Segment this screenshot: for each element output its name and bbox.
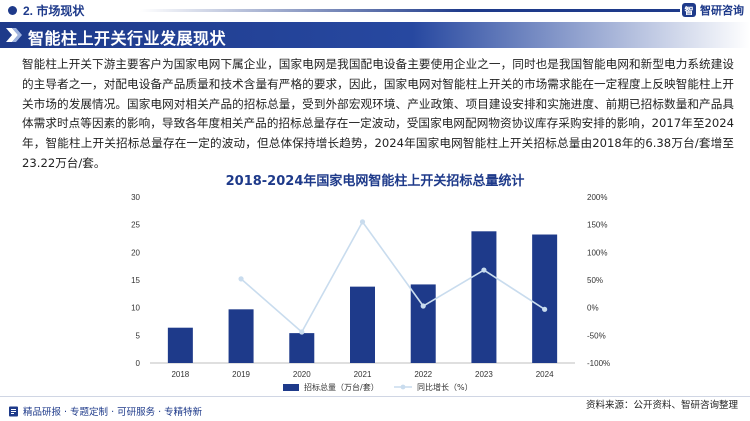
- chevron-right-icon: [6, 28, 22, 42]
- x-tick-label: 2021: [354, 370, 372, 379]
- data-source: 资料来源：公开资料、智研咨询整理: [585, 400, 738, 411]
- bar: [532, 234, 558, 363]
- bar-line-chart: 0 5 10 15 20 25 30 -100% -50% 0% 50% 100% 150% 200% 20…: [131, 193, 610, 392]
- legend-line-label: 同比增长（%）: [417, 382, 473, 392]
- bar: [471, 231, 497, 363]
- y-tick-label: 0: [136, 359, 141, 368]
- growth-point: [420, 303, 426, 309]
- x-tick-label: 2018: [171, 370, 189, 379]
- chart-title: 2018-2024年国家电网智能柱上开关招标总量统计: [225, 174, 525, 189]
- bar: [289, 333, 315, 363]
- y2-tick-label: -100%: [587, 359, 610, 368]
- legend-bar-label: 招标总量（万台/套）: [304, 382, 379, 392]
- brand-logo-text: 智研咨询: [700, 5, 744, 17]
- bar: [410, 284, 436, 363]
- legend-line-marker: [400, 384, 406, 390]
- section-label: 2. 市场现状: [8, 2, 84, 19]
- y2-tick-label: 200%: [587, 193, 607, 202]
- growth-line: [240, 220, 546, 334]
- y2-tick-label: -50%: [587, 331, 606, 340]
- y-tick-label: 5: [136, 331, 141, 340]
- footer-services: 精品研报 · 专题定制 · 可研服务 · 专精特新: [8, 404, 202, 418]
- report-icon: [9, 406, 18, 416]
- body-paragraph: 智能柱上开关下游主要客户为国家电网下属企业，国家电网是我国配电设备主要使用企业之…: [22, 57, 734, 170]
- y-tick-label: 30: [131, 193, 140, 202]
- x-tick-label: 2024: [536, 370, 554, 379]
- y2-tick-label: 150%: [587, 221, 607, 230]
- section-dot-icon: [8, 6, 17, 15]
- growth-point: [238, 276, 244, 282]
- title-banner: 智能柱上开关行业发展现状: [0, 22, 750, 48]
- y-tick-label: 25: [131, 221, 140, 230]
- growth-point: [542, 306, 548, 312]
- bar: [167, 327, 193, 363]
- growth-point: [359, 219, 366, 225]
- y-tick-label: 20: [131, 248, 140, 257]
- x-tick-label: 2022: [414, 370, 432, 379]
- page-title: 智能柱上开关行业发展现状: [28, 31, 227, 48]
- y-tick-label: 10: [131, 304, 140, 313]
- x-tick-label: 2019: [232, 370, 250, 379]
- growth-point: [299, 329, 305, 335]
- section-title: 2. 市场现状: [23, 4, 85, 18]
- header-divider: [140, 9, 680, 12]
- footer-divider: [0, 396, 750, 397]
- footer-services-text: 精品研报 · 专题定制 · 可研服务 · 专精特新: [23, 407, 203, 418]
- bar: [228, 309, 254, 363]
- x-tick-label: 2020: [293, 370, 311, 379]
- y2-tick-label: 100%: [587, 248, 607, 257]
- brand-logo-icon: 智: [682, 3, 696, 17]
- legend-bar-swatch: [283, 384, 299, 391]
- y2-tick-label: 0%: [587, 304, 599, 313]
- y-tick-label: 15: [131, 276, 140, 285]
- x-tick-label: 2023: [475, 370, 493, 379]
- bar: [350, 286, 375, 363]
- brand-logo: 智 智研咨询: [682, 2, 744, 18]
- growth-point: [481, 267, 487, 273]
- top-bar: 2. 市场现状 智 智研咨询: [0, 0, 750, 20]
- y2-tick-label: 50%: [587, 276, 603, 285]
